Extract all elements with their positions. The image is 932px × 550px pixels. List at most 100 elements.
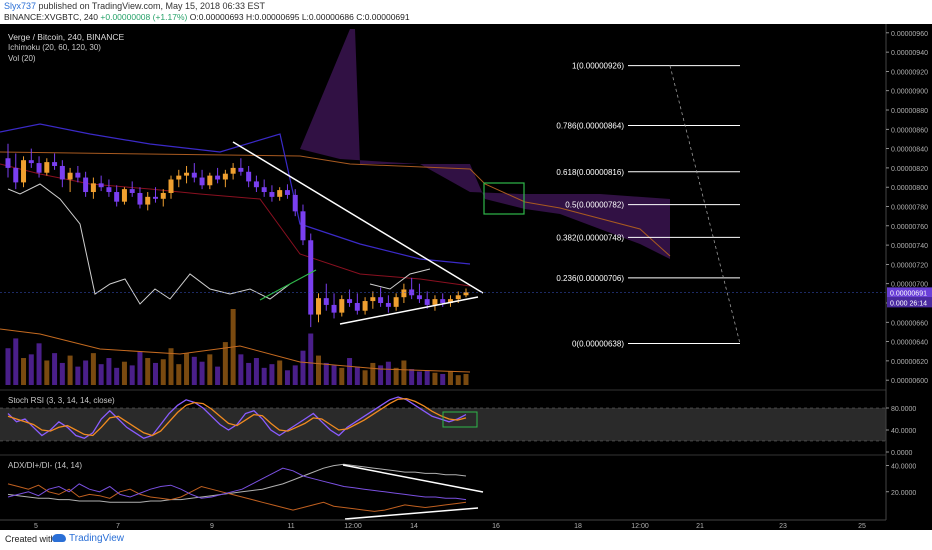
x-tick-label: 16 bbox=[492, 523, 500, 530]
author-link[interactable]: Slyx737 bbox=[4, 1, 37, 11]
candle-body bbox=[424, 299, 430, 305]
volume-bar bbox=[75, 366, 81, 385]
price-tick-label: 0.00000760 bbox=[891, 224, 928, 231]
candle-body bbox=[362, 301, 368, 311]
fib-label: 0.786(0.00000864) bbox=[556, 121, 624, 130]
open-label: O: bbox=[189, 12, 199, 22]
volume-bar bbox=[222, 342, 228, 385]
volume-bar bbox=[191, 356, 197, 385]
volume-bar bbox=[261, 367, 267, 385]
chikou-tail bbox=[369, 268, 431, 290]
candle-body bbox=[191, 172, 197, 178]
price-tick-label: 0.00000820 bbox=[891, 166, 928, 173]
candle-body bbox=[121, 189, 127, 202]
x-tick-label: 5 bbox=[34, 523, 38, 530]
adx-tick-label: 40.0000 bbox=[891, 464, 916, 471]
cloud-span-a bbox=[0, 151, 671, 257]
tradingview-logo[interactable]: TradingView bbox=[52, 533, 124, 544]
volume-bar bbox=[253, 358, 259, 385]
x-tick-label: 18 bbox=[574, 523, 582, 530]
candle-body bbox=[339, 299, 345, 313]
fib-label: 1(0.00000926) bbox=[572, 62, 624, 71]
open-value: 0.00000693 bbox=[198, 12, 244, 22]
candle-body bbox=[354, 302, 360, 311]
high-label: H: bbox=[246, 12, 255, 22]
volume-bar bbox=[28, 354, 34, 385]
ohlc-line: BINANCE:XVGBTC, 240 +0.00000008 (+1.17%)… bbox=[4, 12, 410, 22]
volume-bar bbox=[292, 365, 298, 385]
candle-body bbox=[222, 173, 228, 180]
fib-label: 0.382(0.00000748) bbox=[556, 233, 624, 242]
candle-body bbox=[129, 189, 135, 193]
target-box bbox=[483, 182, 525, 215]
volume-bar bbox=[184, 353, 190, 385]
symbol-label: BINANCE:XVGBTC, 240 bbox=[4, 12, 99, 22]
adx-label: ADX/DI+/DI- (14, 14) bbox=[8, 461, 83, 470]
cloud-icon bbox=[52, 534, 66, 543]
candle-body bbox=[416, 295, 422, 300]
candle-body bbox=[284, 190, 290, 195]
candle-body bbox=[385, 302, 391, 307]
low-value: 0.00000686 bbox=[308, 12, 354, 22]
candle-body bbox=[269, 192, 275, 197]
candle-body bbox=[370, 297, 376, 302]
candle-body bbox=[401, 289, 407, 298]
adx-trend-line-upper bbox=[342, 464, 484, 493]
stoch-d-line bbox=[7, 397, 467, 437]
candle-body bbox=[83, 177, 89, 193]
volume-bar bbox=[284, 370, 290, 385]
x-tick-label: 7 bbox=[116, 523, 120, 530]
triangle-lower-line bbox=[339, 296, 479, 325]
volume-bar bbox=[168, 348, 174, 385]
candle-body bbox=[378, 297, 384, 303]
stoch-tick-label: 40.0000 bbox=[891, 428, 916, 435]
candle-body bbox=[90, 183, 96, 193]
volume-bar bbox=[277, 360, 283, 385]
candle-body bbox=[75, 172, 81, 178]
x-tick-label: 14 bbox=[410, 523, 418, 530]
volume-bar bbox=[36, 343, 42, 385]
adx-panel bbox=[7, 463, 484, 520]
volume-bar bbox=[339, 367, 345, 385]
volume-bar bbox=[199, 361, 205, 385]
volume-bar bbox=[323, 362, 329, 385]
countdown-badge bbox=[887, 297, 932, 308]
publish-header: Slyx737 published on TradingView.com, Ma… bbox=[0, 0, 932, 24]
ichimoku-label: Ichimoku (20, 60, 120, 30) bbox=[8, 43, 101, 52]
last-price-badge bbox=[887, 287, 932, 298]
volume-bar bbox=[238, 354, 244, 385]
candle-body bbox=[184, 172, 190, 176]
volume-bar bbox=[316, 355, 322, 385]
candle-body bbox=[52, 162, 58, 166]
volume-bar bbox=[152, 362, 158, 385]
chart-canvas[interactable]: 1(0.00000926) 0.786(0.00000864) 0.618(0.00… bbox=[0, 24, 932, 530]
candle-body bbox=[44, 162, 50, 173]
x-tick-label: 21 bbox=[696, 523, 704, 530]
candle-body bbox=[393, 297, 399, 307]
candle-body bbox=[246, 171, 252, 182]
volume-bar bbox=[416, 371, 422, 385]
volume-bar bbox=[393, 367, 399, 385]
candle-body bbox=[160, 192, 166, 199]
volume-bar bbox=[176, 364, 182, 385]
volume-bar bbox=[401, 360, 407, 385]
price-tick-label: 0.00000840 bbox=[891, 147, 928, 154]
candle-body bbox=[331, 304, 337, 313]
high-value: 0.00000695 bbox=[254, 12, 300, 22]
stoch-k-line bbox=[7, 396, 467, 440]
adx-tick-label: 20.0000 bbox=[891, 490, 916, 497]
volume-bar bbox=[447, 371, 453, 385]
stoch-tick-label: 0.0000 bbox=[891, 450, 913, 457]
x-tick-label: 11 bbox=[287, 523, 294, 530]
price-tick-label: 0.00000920 bbox=[891, 69, 928, 76]
candle-body bbox=[316, 298, 322, 315]
candle-body bbox=[13, 167, 19, 183]
price-tick-label: 0.00000600 bbox=[891, 378, 928, 385]
volume-ma bbox=[0, 328, 471, 373]
footer: Created with TradingView bbox=[0, 530, 932, 550]
volume-bar bbox=[129, 365, 135, 385]
candle-body bbox=[152, 196, 158, 199]
candle-body bbox=[168, 179, 174, 193]
candle-body bbox=[447, 299, 453, 303]
candle-body bbox=[230, 167, 236, 174]
